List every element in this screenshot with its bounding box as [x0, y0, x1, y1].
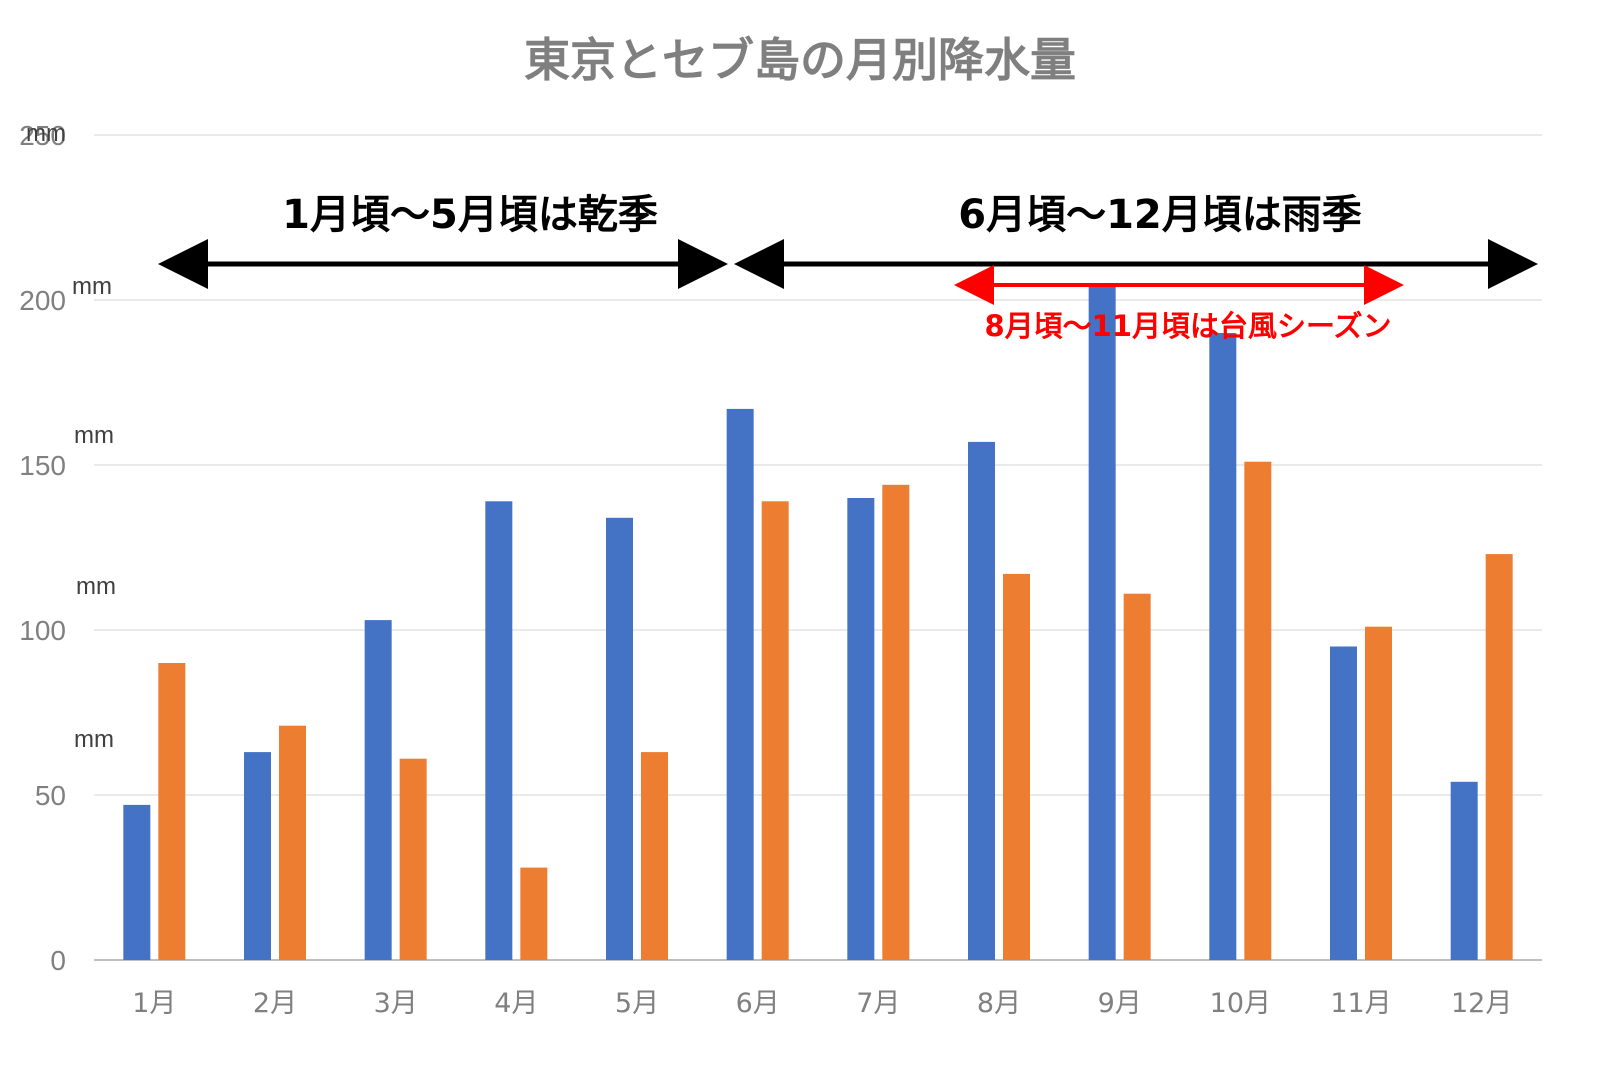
y-tick-label: 250	[19, 120, 66, 151]
bar-series-1	[606, 517, 633, 960]
x-tick-label: 11月	[1330, 988, 1391, 1019]
bar-series-2	[279, 725, 306, 960]
y-tick-label: 50	[35, 780, 66, 811]
typhoon-season-label: 8月頃～11月頃は台風シーズン	[984, 309, 1391, 343]
bar-series-2	[641, 752, 668, 960]
bar-series-1	[968, 441, 995, 960]
y-tick-label: 0	[50, 945, 66, 976]
bar-series-2	[158, 663, 186, 960]
x-tick-label: 12月	[1451, 988, 1512, 1019]
bars	[123, 283, 1513, 960]
bar-series-1	[485, 501, 513, 960]
x-tick-label: 7月	[856, 988, 900, 1019]
bar-series-2	[761, 501, 789, 960]
bar-series-1	[847, 498, 875, 960]
bar-series-2	[1003, 573, 1030, 960]
y-unit-label: mm	[72, 273, 112, 300]
rainy-season-label: 6月頃～12月頃は雨季	[958, 192, 1362, 238]
bar-series-1	[1330, 646, 1357, 960]
y-unit-label: mm	[74, 726, 114, 753]
x-tick-label: 1月	[132, 988, 176, 1019]
bar-series-2	[399, 758, 427, 960]
dry-season-label: 1月頃～5月頃は乾季	[282, 192, 658, 238]
bar-series-2	[882, 484, 910, 960]
bar-series-2	[520, 867, 548, 960]
y-tick-label: 150	[19, 450, 66, 481]
season-annotations: 1月頃～5月頃は乾季 6月頃～12月頃は雨季 8月頃～11月頃は台風シーズン	[158, 192, 1538, 343]
bar-series-2	[1365, 626, 1392, 960]
bar-series-1	[364, 620, 392, 960]
x-tick-label: 3月	[374, 988, 418, 1019]
chart-title: 東京とセブ島の月別降水量	[524, 33, 1076, 87]
x-tick-label: 4月	[494, 988, 538, 1019]
bar-series-1	[726, 408, 754, 960]
bar-series-2	[1244, 461, 1272, 960]
bar-series-1	[1450, 781, 1478, 960]
x-tick-label: 9月	[1098, 988, 1142, 1019]
bar-series-1	[1088, 283, 1116, 960]
gridlines	[94, 134, 1542, 961]
y-tick-label: 200	[19, 285, 66, 316]
bar-series-1	[244, 752, 271, 960]
y-unit-label: mm	[26, 120, 66, 147]
bar-series-1	[1209, 333, 1237, 960]
x-tick-label: 8月	[977, 988, 1021, 1019]
x-tick-label: 2月	[253, 988, 297, 1019]
bar-series-1	[123, 804, 151, 960]
y-tick-label: 100	[19, 615, 66, 646]
bar-series-2	[1123, 593, 1151, 960]
x-tick-label: 6月	[736, 988, 780, 1019]
x-tick-label: 10月	[1210, 988, 1271, 1019]
y-unit-label: mm	[74, 422, 114, 449]
y-unit-label: mm	[76, 573, 116, 600]
x-axis-labels: 1月 2月 3月 4月 5月 6月 7月 8月 9月 10月 11月 12月	[132, 988, 1512, 1019]
bar-series-2	[1485, 554, 1513, 960]
x-tick-label: 5月	[615, 988, 659, 1019]
